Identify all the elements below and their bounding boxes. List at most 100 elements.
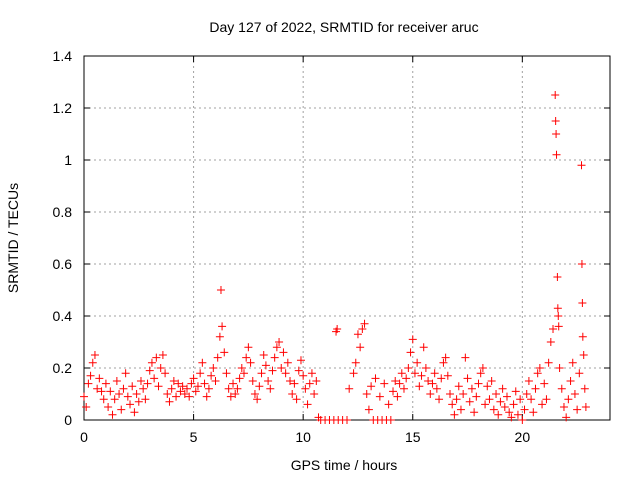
data-point — [435, 395, 444, 404]
data-point — [472, 392, 481, 401]
data-point — [233, 384, 242, 393]
data-point — [531, 384, 540, 393]
data-point — [478, 364, 487, 372]
data-point — [553, 304, 562, 313]
data-point — [397, 369, 406, 378]
data-point — [410, 369, 419, 378]
data-point — [136, 377, 145, 385]
data-point — [84, 379, 93, 388]
data-point — [456, 405, 465, 414]
data-point — [467, 384, 476, 393]
data-point — [371, 374, 380, 383]
data-point — [483, 382, 492, 391]
axis-ticks: 0 5 10 15 20 0 0.2 0.4 0.6 0.8 1 1.2 1.4 — [53, 48, 610, 445]
data-point — [213, 353, 222, 362]
data-point — [119, 384, 128, 393]
data-point — [553, 273, 562, 281]
data-point — [404, 364, 413, 372]
y-tick-label: 0 — [64, 412, 72, 428]
data-point — [533, 369, 542, 378]
data-point — [99, 395, 108, 404]
data-point — [80, 392, 88, 401]
data-point — [551, 91, 560, 99]
data-point — [279, 348, 288, 357]
y-tick-label: 1.2 — [53, 100, 73, 116]
data-point — [443, 371, 452, 380]
data-points — [80, 91, 590, 424]
data-point — [167, 384, 176, 393]
data-point — [218, 322, 227, 331]
data-point — [147, 358, 156, 367]
data-point — [310, 390, 319, 398]
data-point — [242, 353, 251, 362]
data-point — [459, 390, 468, 398]
data-point — [551, 117, 560, 125]
data-point — [544, 358, 553, 367]
data-point — [511, 387, 520, 396]
data-point — [202, 392, 211, 401]
data-point — [196, 369, 205, 378]
data-point — [395, 379, 404, 388]
data-point — [193, 382, 202, 391]
data-point — [578, 299, 587, 307]
data-point — [353, 330, 362, 339]
data-point — [461, 353, 470, 362]
data-point — [333, 325, 342, 333]
data-point — [220, 348, 229, 357]
data-point — [104, 403, 113, 411]
data-point — [509, 400, 518, 409]
data-point — [375, 392, 384, 401]
data-point — [437, 374, 446, 383]
data-point — [415, 382, 424, 391]
x-tick-label: 20 — [515, 429, 531, 445]
grid-lines — [84, 56, 610, 420]
data-point — [529, 408, 538, 417]
data-point — [577, 161, 586, 170]
data-point — [215, 332, 224, 341]
data-point — [152, 353, 161, 362]
y-axis-label: SRMTID / TECUs — [5, 183, 21, 293]
data-point — [158, 351, 167, 359]
data-point — [165, 397, 174, 406]
data-point — [277, 364, 286, 372]
data-point — [288, 390, 297, 398]
data-point — [557, 384, 566, 393]
data-point — [432, 384, 441, 393]
data-point — [507, 413, 516, 422]
data-point — [301, 384, 310, 393]
data-point — [399, 384, 408, 393]
data-point — [110, 395, 119, 404]
data-point — [209, 364, 218, 372]
data-point — [402, 374, 411, 383]
data-point — [294, 366, 303, 375]
data-point — [520, 405, 529, 414]
data-point — [540, 379, 549, 388]
data-point — [303, 400, 312, 409]
data-point — [224, 384, 233, 393]
data-point — [573, 405, 582, 414]
data-point — [231, 390, 240, 398]
data-point — [448, 400, 457, 409]
data-point — [552, 150, 561, 159]
data-point — [496, 397, 505, 406]
data-point — [562, 413, 571, 422]
data-point — [261, 361, 270, 370]
data-point — [82, 403, 91, 411]
data-point — [463, 374, 472, 383]
data-point — [264, 377, 273, 385]
data-point — [554, 312, 563, 320]
data-point — [183, 384, 192, 393]
data-point — [487, 377, 496, 385]
data-point — [305, 379, 314, 388]
data-point — [226, 392, 235, 401]
x-axis-label: GPS time / hours — [291, 457, 398, 473]
data-point — [299, 371, 308, 380]
y-tick-label: 1.4 — [53, 48, 73, 64]
y-tick-label: 0.4 — [53, 308, 73, 324]
plot-frame — [83, 55, 611, 421]
data-point — [161, 369, 170, 378]
data-point — [106, 387, 115, 396]
data-point — [191, 387, 200, 396]
data-point — [248, 377, 257, 385]
